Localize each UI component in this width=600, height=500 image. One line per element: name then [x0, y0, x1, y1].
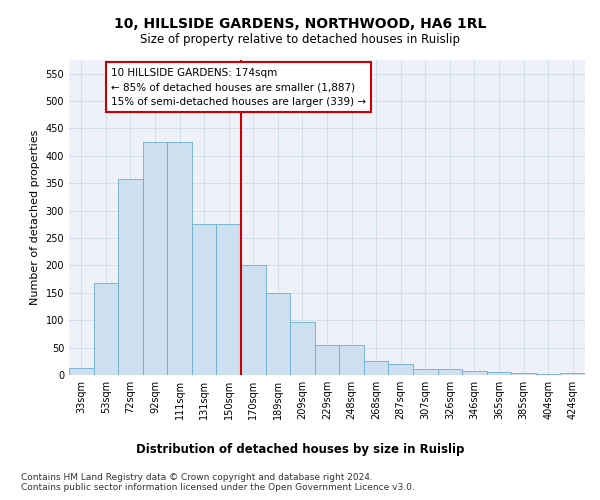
Bar: [560, 373, 585, 375]
Text: Distribution of detached houses by size in Ruislip: Distribution of detached houses by size …: [136, 442, 464, 456]
Bar: [94, 283, 118, 375]
Bar: [511, 373, 536, 375]
Bar: [266, 293, 290, 375]
Bar: [143, 142, 167, 375]
Y-axis label: Number of detached properties: Number of detached properties: [30, 130, 40, 305]
Text: Size of property relative to detached houses in Ruislip: Size of property relative to detached ho…: [140, 32, 460, 46]
Bar: [290, 322, 315, 375]
Text: Contains HM Land Registry data © Crown copyright and database right 2024.: Contains HM Land Registry data © Crown c…: [21, 472, 373, 482]
Bar: [241, 266, 266, 375]
Bar: [69, 368, 94, 375]
Bar: [462, 371, 487, 375]
Text: Contains public sector information licensed under the Open Government Licence v3: Contains public sector information licen…: [21, 484, 415, 492]
Bar: [437, 369, 462, 375]
Bar: [339, 345, 364, 375]
Bar: [536, 374, 560, 375]
Bar: [413, 369, 437, 375]
Text: 10, HILLSIDE GARDENS, NORTHWOOD, HA6 1RL: 10, HILLSIDE GARDENS, NORTHWOOD, HA6 1RL: [114, 18, 486, 32]
Bar: [364, 361, 388, 375]
Text: 10 HILLSIDE GARDENS: 174sqm
← 85% of detached houses are smaller (1,887)
15% of : 10 HILLSIDE GARDENS: 174sqm ← 85% of det…: [111, 68, 366, 107]
Bar: [315, 345, 339, 375]
Bar: [192, 224, 217, 375]
Bar: [118, 180, 143, 375]
Bar: [167, 142, 192, 375]
Bar: [388, 364, 413, 375]
Bar: [487, 372, 511, 375]
Bar: [217, 224, 241, 375]
